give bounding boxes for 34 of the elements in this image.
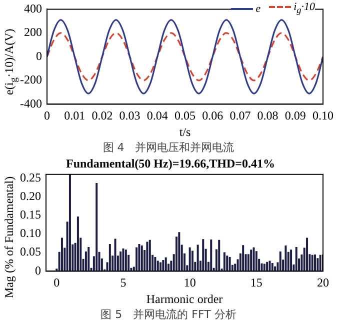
x-axis-title: t/s: [179, 124, 191, 139]
y-tick-label: 200: [24, 25, 42, 40]
x-tick-label: 0: [54, 276, 60, 290]
y-tick-label: 400: [24, 1, 42, 16]
x-tick-label: 0.06: [202, 108, 224, 123]
y-tick-label: -200: [20, 72, 42, 87]
chart-title: Fundamental(50 Hz)=19.66,THD=0.41%: [66, 156, 276, 170]
y-tick-label: 0.05: [20, 244, 41, 259]
x-tick-label: 0.05: [174, 108, 196, 123]
y-tick-label: 0.25: [20, 170, 41, 184]
x-tick-label: 0.04: [146, 108, 168, 123]
y-tick-label: 0.15: [20, 208, 41, 222]
x-tick-label: 0.02: [92, 108, 113, 123]
y-tick-label: 0: [35, 263, 41, 278]
y-tick-label: -400: [20, 96, 42, 110]
caption: 图 4 并网电压和并网电流: [102, 140, 236, 155]
x-tick-label: 5: [120, 276, 126, 290]
caption: 图 5 并网电流的 FFT 分析: [100, 307, 238, 321]
x-tick-label: 0.03: [119, 108, 140, 123]
x-axis-title: Harmonic order: [146, 292, 223, 306]
x-tick-label: 0.09: [284, 108, 306, 123]
legend-label: e: [256, 2, 261, 15]
x-tick-label: 0.07: [230, 108, 251, 123]
x-tick-label: 20: [317, 276, 329, 290]
x-tick-label: 0.10: [312, 108, 334, 123]
y-axis-title: Mag (% of Fundamental): [2, 176, 17, 298]
x-tick-label: 0.08: [257, 108, 278, 123]
x-tick-label: 0.01: [64, 108, 86, 123]
x-tick-label: 15: [250, 276, 262, 290]
legend-label: i$_{g}$·10: [294, 1, 315, 16]
x-tick-label: 10: [184, 276, 196, 290]
y-tick-label: 0.20: [20, 188, 41, 203]
y-tick-label: 0: [36, 48, 42, 63]
y-tick-label: 0.10: [20, 226, 41, 240]
